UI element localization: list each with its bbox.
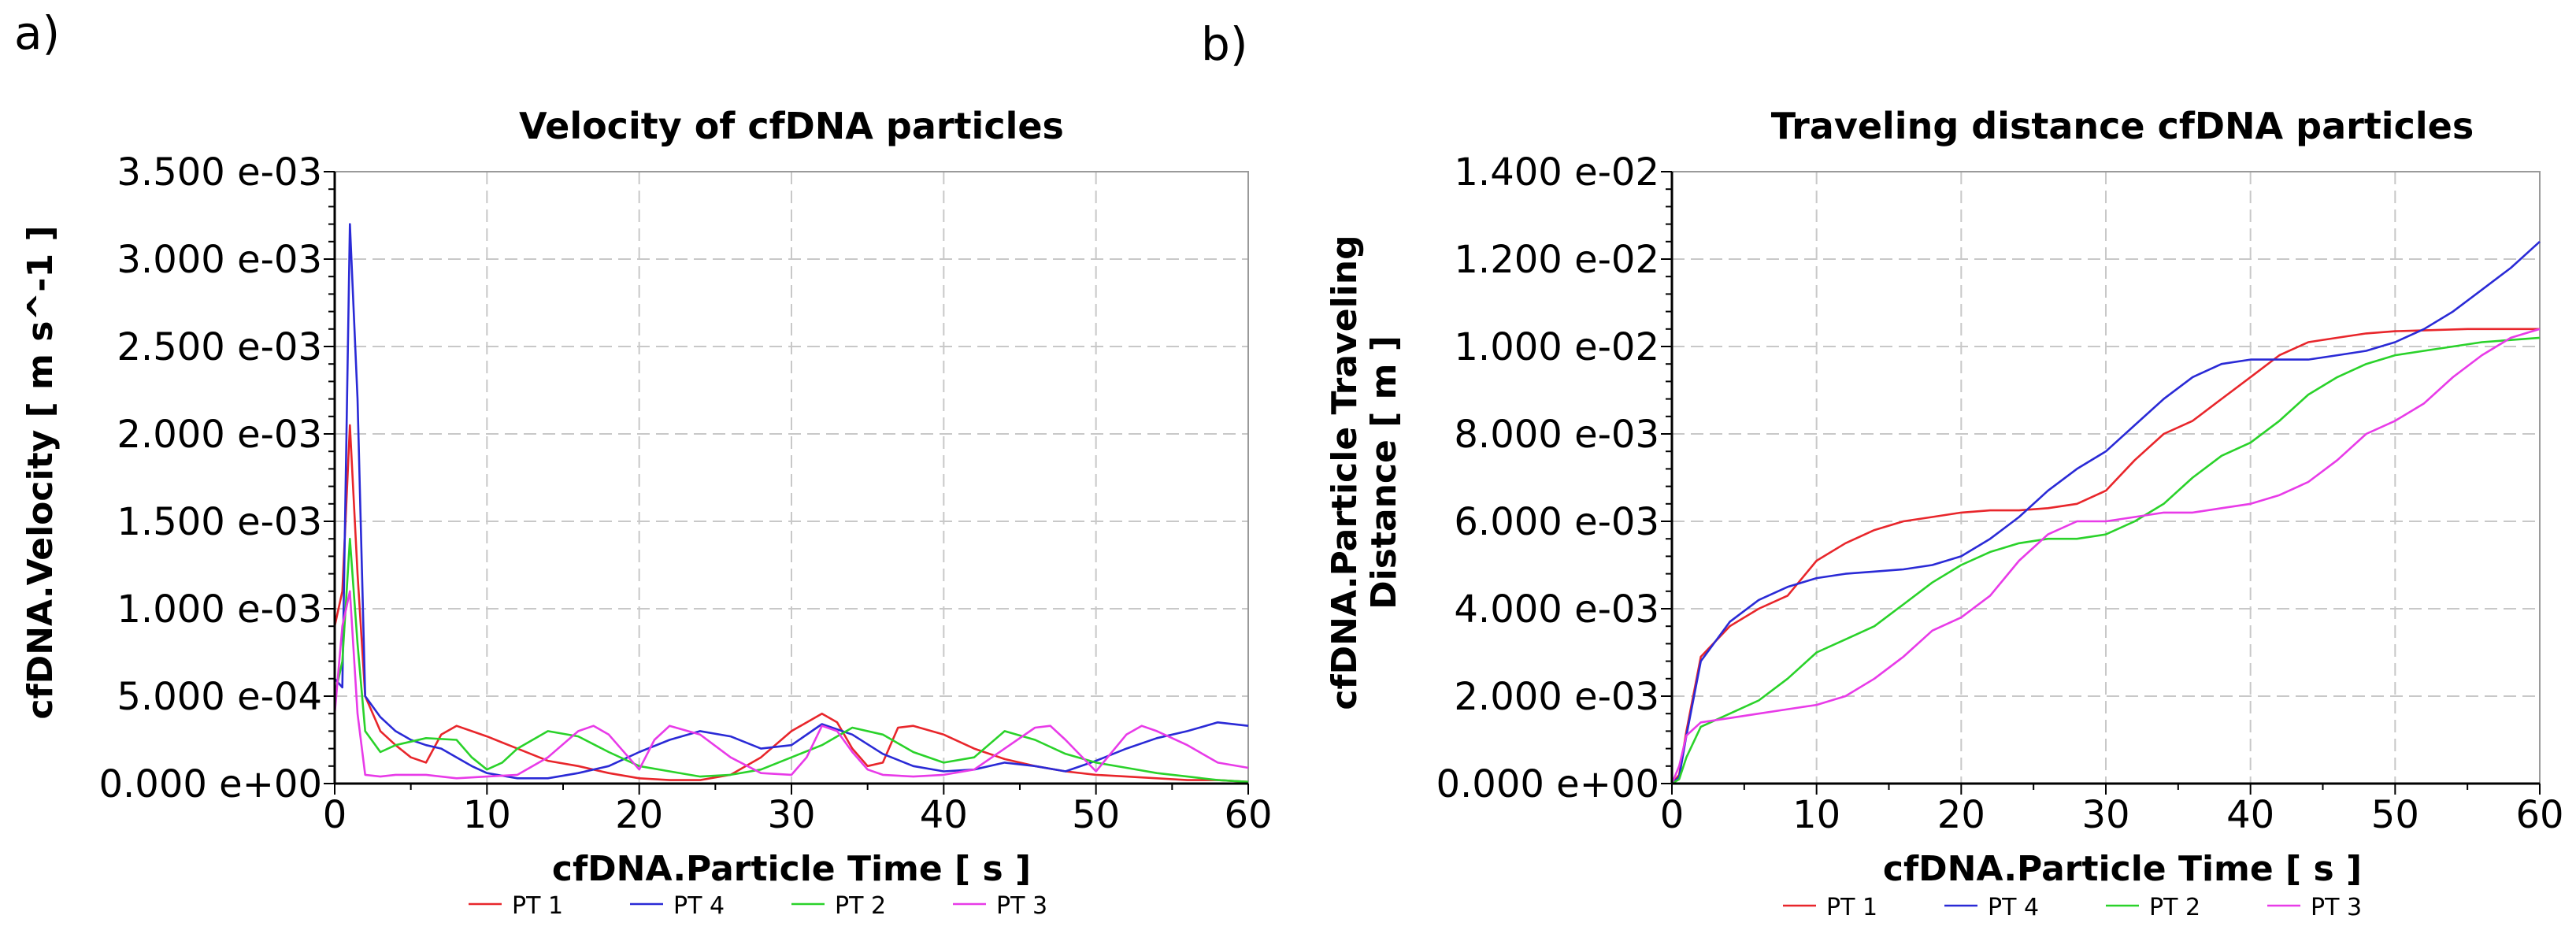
chart-velocity: Velocity of cfDNA particles cfDNA.Partic…	[20, 105, 1273, 920]
legend-label-pt-4: PT 4	[673, 892, 725, 920]
chart-title: Traveling distance cfDNA particles	[1771, 105, 2474, 147]
legend: PT 1 PT 4 PT 2 PT 3	[469, 892, 1047, 920]
panel-label-a: a)	[14, 6, 60, 60]
legend-label-pt-1: PT 1	[1826, 894, 1877, 921]
x-tick-label: 50	[1072, 793, 1120, 837]
chart-title: Velocity of cfDNA particles	[519, 105, 1064, 147]
y-axis-label-line-2: Distance [ m ]	[1364, 335, 1404, 610]
x-tick-label: 0	[1660, 793, 1685, 837]
x-tick-label: 10	[1792, 793, 1840, 837]
grid	[334, 171, 1249, 784]
panel-label-b: b)	[1201, 17, 1247, 71]
x-tick-label: 20	[615, 793, 663, 837]
x-tick-label: 30	[767, 793, 815, 837]
series-line-pt-3	[1670, 328, 2541, 784]
y-tick-label: 1.000 e-02	[1454, 325, 1659, 369]
series-line-pt-4	[1671, 240, 2541, 784]
series-line-pt-2	[333, 537, 1249, 784]
y-tick-label: 2.000 e-03	[1454, 675, 1659, 719]
y-tick-label: 1.000 e-03	[117, 587, 322, 632]
y-tick-label: 5.000 e-04	[117, 675, 322, 719]
series-line-pt-4	[334, 223, 1249, 780]
y-tick-label: 1.500 e-03	[117, 500, 322, 544]
x-axis-label: cfDNA.Particle Time [ s ]	[552, 849, 1031, 889]
legend: PT 1 PT 4 PT 2 PT 3	[1783, 894, 2362, 921]
y-tick-label: 8.000 e-03	[1454, 413, 1659, 457]
y-tick-label: 0.000 e+00	[99, 762, 323, 806]
y-tick-label: 4.000 e-03	[1454, 587, 1659, 632]
series-line-pt-1	[1670, 328, 2540, 784]
y-tick-label: 2.000 e-03	[117, 413, 322, 457]
y-tick-label: 2.500 e-03	[117, 325, 322, 369]
x-tick-label: 0	[323, 793, 347, 837]
legend-label-pt-2: PT 2	[835, 892, 886, 920]
y-tick-label: 1.200 e-02	[1454, 238, 1659, 282]
x-tick-label: 30	[2081, 793, 2129, 837]
y-tick-label: 6.000 e-03	[1454, 500, 1659, 544]
legend-label-pt-3: PT 3	[996, 892, 1047, 920]
legend-label-pt-4: PT 4	[1988, 894, 2039, 921]
chart-traveling-distance: Traveling distance cfDNA particles cfDNA…	[1325, 105, 2564, 921]
x-axis-label: cfDNA.Particle Time [ s ]	[1883, 849, 2362, 889]
legend-label-pt-3: PT 3	[2311, 894, 2362, 921]
legend-label-pt-2: PT 2	[2149, 894, 2200, 921]
grid	[1671, 171, 2541, 784]
x-tick-label: 40	[920, 793, 968, 837]
y-tick-label: 0.000 e+00	[1436, 762, 1660, 806]
x-tick-label: 20	[1937, 793, 1985, 837]
y-axis-label-line-1: cfDNA.Particle Traveling	[1325, 235, 1365, 710]
legend-label-pt-1: PT 1	[512, 892, 563, 920]
series-line-pt-2	[1671, 336, 2541, 785]
x-tick-label: 50	[2371, 793, 2419, 837]
y-tick-label: 1.400 e-02	[1454, 150, 1659, 195]
x-tick-label: 60	[1224, 793, 1272, 837]
y-tick-label: 3.000 e-03	[117, 238, 322, 282]
x-tick-label: 40	[2226, 793, 2274, 837]
y-axis-label: cfDNA.Velocity [ m s^-1 ]	[20, 225, 61, 719]
x-tick-label: 10	[463, 793, 511, 837]
series-line-pt-3	[333, 590, 1249, 780]
x-tick-label: 60	[2515, 793, 2563, 837]
y-tick-label: 3.500 e-03	[117, 150, 322, 195]
